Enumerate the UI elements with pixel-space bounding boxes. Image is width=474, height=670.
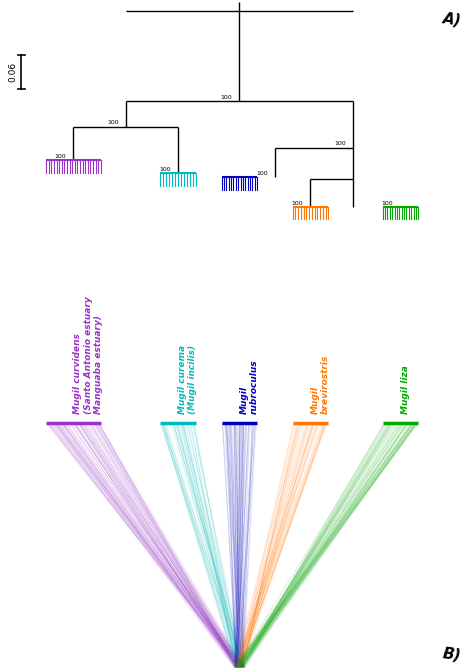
Text: 100: 100 <box>55 154 66 159</box>
Text: 100: 100 <box>382 200 393 206</box>
Text: 100: 100 <box>220 95 232 100</box>
Text: 100: 100 <box>292 200 303 206</box>
Text: 100: 100 <box>159 167 171 172</box>
Text: Mugil curema
(Mugil incilis): Mugil curema (Mugil incilis) <box>178 344 197 413</box>
Text: 100: 100 <box>107 121 118 125</box>
Text: 100: 100 <box>256 171 268 176</box>
Text: Mugil curvidens
(Santo Antonio estuary
Manguaba estuary): Mugil curvidens (Santo Antonio estuary M… <box>73 296 103 413</box>
Text: B): B) <box>442 646 462 663</box>
Text: 100: 100 <box>334 141 346 147</box>
Text: A): A) <box>441 11 462 28</box>
Text: Mugil
rubroculus: Mugil rubroculus <box>239 359 259 413</box>
Text: 0.06: 0.06 <box>9 62 17 82</box>
Text: Mugil liza: Mugil liza <box>401 364 410 413</box>
Text: Mugil
brevirostris: Mugil brevirostris <box>310 354 330 413</box>
